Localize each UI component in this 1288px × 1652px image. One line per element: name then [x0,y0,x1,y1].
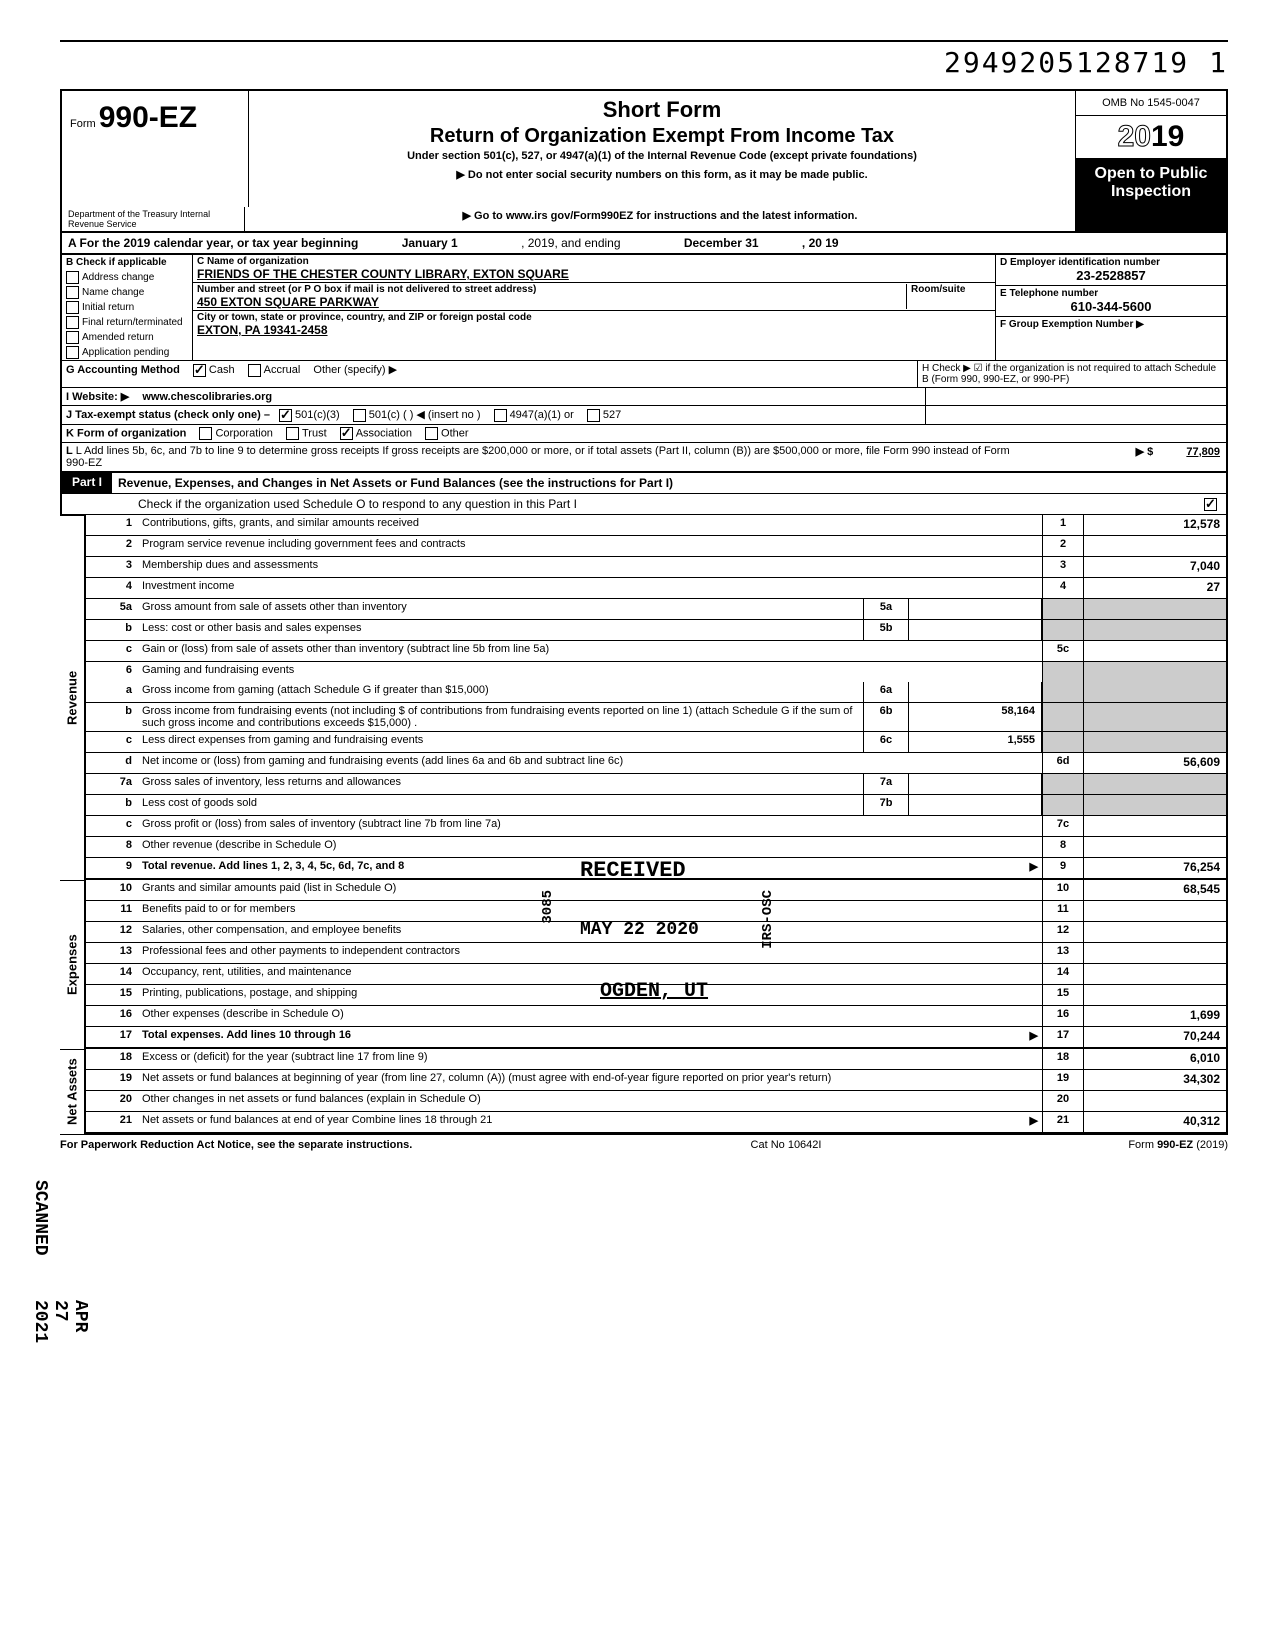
line-11-value [1083,901,1226,921]
527-checkbox[interactable] [587,409,600,422]
501c-checkbox[interactable] [353,409,366,422]
form-title: Return of Organization Exempt From Incom… [257,125,1067,148]
section-d-ein: D Employer identification number23-25288… [995,255,1226,360]
revenue-section-label: Revenue [60,515,86,880]
line-6d-value: 56,609 [1083,753,1226,773]
org-name: FRIENDS OF THE CHESTER COUNTY LIBRARY, E… [197,267,569,281]
telephone-value: 610-344-5600 [1000,299,1222,314]
line-1-value: 12,578 [1083,515,1226,535]
line-6c-value: 1,555 [909,732,1042,752]
section-c-org-info: C Name of organizationFRIENDS OF THE CHE… [193,255,995,360]
org-city-state-zip: EXTON, PA 19341-2458 [197,323,328,337]
line-6b-value: 58,164 [909,703,1042,731]
accounting-cash-checkbox[interactable] [193,364,206,377]
tax-year: 2019 [1076,116,1226,159]
accounting-accrual-checkbox[interactable] [248,364,261,377]
gross-receipts-value: 77,809 [1186,446,1220,458]
goto-note: ▶ Go to www.irs gov/Form990EZ for instru… [245,207,1076,231]
corporation-checkbox[interactable] [199,427,212,440]
line-h-schedule-b: H Check ▶ ☑ if the organization is not r… [917,361,1226,387]
line-19-value: 34,302 [1083,1070,1226,1090]
line-10-value: 68,545 [1083,880,1226,900]
association-checkbox[interactable] [340,427,353,440]
org-address: 450 EXTON SQUARE PARKWAY [197,295,379,309]
expenses-section-label: Expenses [60,880,86,1049]
scan-date-stamp: APR 27 2021 [30,1300,90,1343]
other-org-checkbox[interactable] [425,427,438,440]
final-return-checkbox[interactable] [66,316,79,329]
dept-treasury: Department of the Treasury Internal Reve… [62,207,245,231]
initial-return-checkbox[interactable] [66,301,79,314]
form-footer-id: Form 990-EZ (2019) [1028,1139,1228,1151]
dept-row: Department of the Treasury Internal Reve… [60,207,1228,233]
form-header: Form 990-EZ Short Form Return of Organiz… [60,89,1228,207]
form-number: 990-EZ [99,101,197,134]
part-1-label: Part I [62,473,112,493]
part-1-schedule-o-check: Check if the organization used Schedule … [60,494,1228,515]
form-id-cell: Form 990-EZ [62,91,249,207]
line-8-value [1083,837,1226,857]
cat-number: Cat No 10642I [544,1139,1028,1151]
line-2-value [1083,536,1226,556]
footer-row: For Paperwork Reduction Act Notice, see … [60,1134,1228,1151]
line-14-value [1083,964,1226,984]
line-16-value: 1,699 [1083,1006,1226,1026]
document-id: 29492051287191 [60,40,1228,79]
open-to-public-badge: Open to Public Inspection [1076,159,1226,207]
title-cell: Short Form Return of Organization Exempt… [249,91,1076,207]
omb-cell: OMB No 1545-0047 2019 Open to Public Ins… [1076,91,1226,207]
line-a-tax-year: A For the 2019 calendar year, or tax yea… [60,233,1228,255]
schedule-o-checkbox[interactable] [1204,498,1217,511]
line-4-value: 27 [1083,578,1226,598]
amended-return-checkbox[interactable] [66,331,79,344]
omb-number: OMB No 1545-0047 [1076,91,1226,116]
name-change-checkbox[interactable] [66,286,79,299]
part-1-title: Revenue, Expenses, and Changes in Net As… [112,473,1226,493]
ein-value: 23-2528857 [1000,268,1222,283]
line-j-tax-exempt: J Tax-exempt status (check only one) – 5… [60,406,1228,425]
part-1-header: Part I Revenue, Expenses, and Changes in… [60,473,1228,494]
paperwork-notice: For Paperwork Reduction Act Notice, see … [60,1139,544,1151]
line-12-value [1083,922,1226,942]
line-9-value: 76,254 [1083,858,1226,878]
line-7c-value [1083,816,1226,836]
section-b-checkboxes: B Check if applicable Address change Nam… [62,255,193,360]
net-assets-section-label: Net Assets [60,1049,86,1134]
501c3-checkbox[interactable] [279,409,292,422]
form-note-1: ▶ Do not enter social security numbers o… [257,168,1067,181]
line-20-value [1083,1091,1226,1111]
website-value: www.chescolibraries.org [142,391,272,403]
scanned-stamp: SCANNED [30,1180,50,1256]
line-15-value [1083,985,1226,1005]
line-17-value: 70,244 [1083,1027,1226,1047]
line-5c-value [1083,641,1226,661]
line-13-value [1083,943,1226,963]
line-3-value: 7,040 [1083,557,1226,577]
line-k-form-of-org: K Form of organization Corporation Trust… [60,425,1228,443]
trust-checkbox[interactable] [286,427,299,440]
line-i-website: I Website: ▶ www.chescolibraries.org [60,388,1228,406]
4947a1-checkbox[interactable] [494,409,507,422]
line-21-value: 40,312 [1083,1112,1226,1132]
address-change-checkbox[interactable] [66,271,79,284]
line-l-gross-receipts: L L Add lines 5b, 6c, and 7b to line 9 t… [60,443,1228,473]
line-g-h: G Accounting Method Cash Accrual Other (… [60,361,1228,388]
short-form-title: Short Form [257,97,1067,123]
line-18-value: 6,010 [1083,1049,1226,1069]
form-subtitle: Under section 501(c), 527, or 4947(a)(1)… [257,150,1067,162]
application-pending-checkbox[interactable] [66,346,79,359]
